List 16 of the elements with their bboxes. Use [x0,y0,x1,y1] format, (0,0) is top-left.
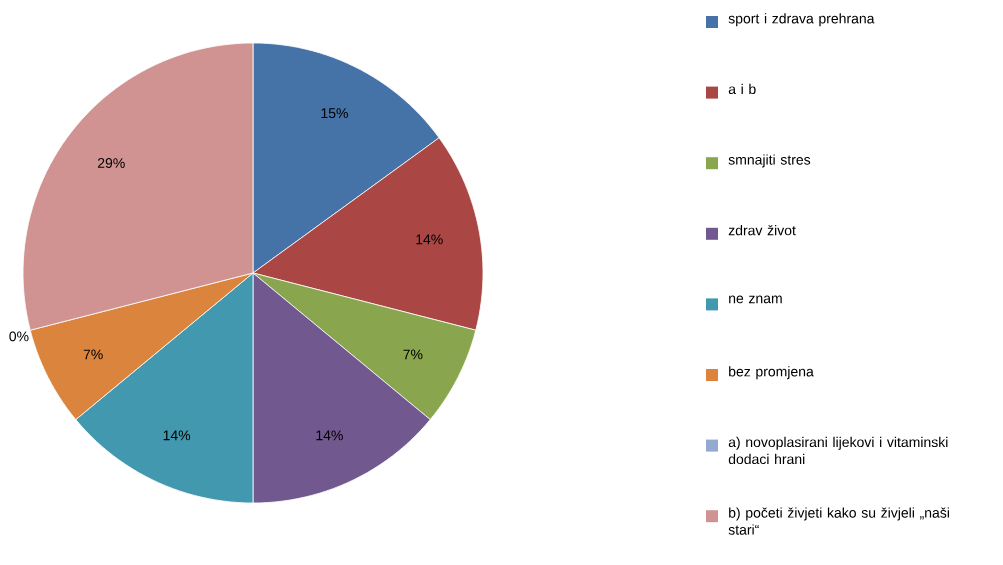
legend-label: smnajiti stres [728,154,811,168]
legend-label: a) novoplasirani lijekovi i vitaminski dodaci hrani [728,436,948,465]
legend-label: bez promjena [729,366,814,380]
data-label: 15% [321,108,348,119]
legend-label: zdrav život [728,225,796,236]
data-label: 29% [97,158,125,168]
data-label: 7% [403,349,423,360]
data-label: 14% [316,430,343,441]
legend-label: sport i zdrava prehrana [728,13,875,27]
legend-label: a i b [728,83,756,95]
data-label: 14% [416,234,443,245]
legend-label: b) početi živjeti kako su živjeli „naši stari“ [728,507,949,535]
data-label: 14% [163,430,191,441]
text: 0% [9,331,29,342]
legend-label: ne znam [729,295,782,304]
data-label: 7% [83,349,103,360]
